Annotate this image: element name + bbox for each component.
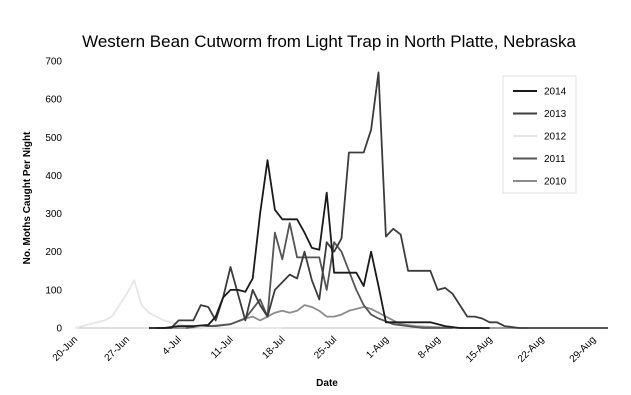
x-tick-label: 29-Aug (568, 334, 599, 365)
x-axis: 20-Jun 27-Jun 4-Jul 11-Jul 18-Jul 25-Jul 1-Aug… (51, 327, 608, 365)
x-tick-label: 1-Aug (364, 334, 391, 361)
x-tick-label: 11-Jul (209, 334, 236, 361)
x-tick-label: 4-Jul (161, 334, 184, 357)
x-tick-label: 27-Jun (103, 334, 132, 363)
y-tick-label: 600 (45, 95, 62, 106)
y-tick-label: 300 (45, 209, 62, 220)
series-line-2010 (163, 304, 527, 329)
legend-label-2011: 2011 (544, 154, 566, 165)
series-line-2012 (74, 279, 283, 329)
legend: 2014 2013 2012 2011 2010 (502, 75, 577, 194)
x-axis-title: Date (316, 378, 338, 389)
series-line-2011 (185, 222, 453, 329)
x-tick-label: 22-Aug (516, 334, 547, 365)
y-tick-label: 500 (45, 133, 62, 144)
y-tick-label: 100 (45, 285, 62, 296)
x-tick-label: 25-Jul (312, 334, 339, 361)
y-tick-label: 400 (45, 171, 62, 182)
legend-label-2012: 2012 (544, 132, 567, 143)
legend-box (502, 75, 577, 194)
chart-title: Western Bean Cutworm from Light Trap in … (82, 32, 576, 51)
legend-label-2010: 2010 (544, 177, 567, 188)
x-tick-label: 20-Jun (51, 334, 80, 363)
y-tick-label: 0 (56, 324, 62, 335)
y-axis: 0 100 200 300 400 500 600 700 (45, 57, 62, 335)
legend-label-2014: 2014 (544, 87, 567, 98)
x-tick-label: 15-Aug (464, 334, 495, 365)
legend-label-2013: 2013 (544, 109, 567, 120)
series-line-2013 (156, 71, 608, 329)
y-axis-title: No. Moths Caught Per Night (22, 131, 33, 264)
y-tick-label: 700 (45, 57, 62, 68)
series-lines (74, 71, 608, 329)
x-tick-label: 8-Aug (416, 334, 443, 361)
x-tick-label: 18-Jul (260, 334, 287, 361)
y-tick-label: 200 (45, 247, 62, 258)
series-line-2014 (149, 159, 490, 329)
